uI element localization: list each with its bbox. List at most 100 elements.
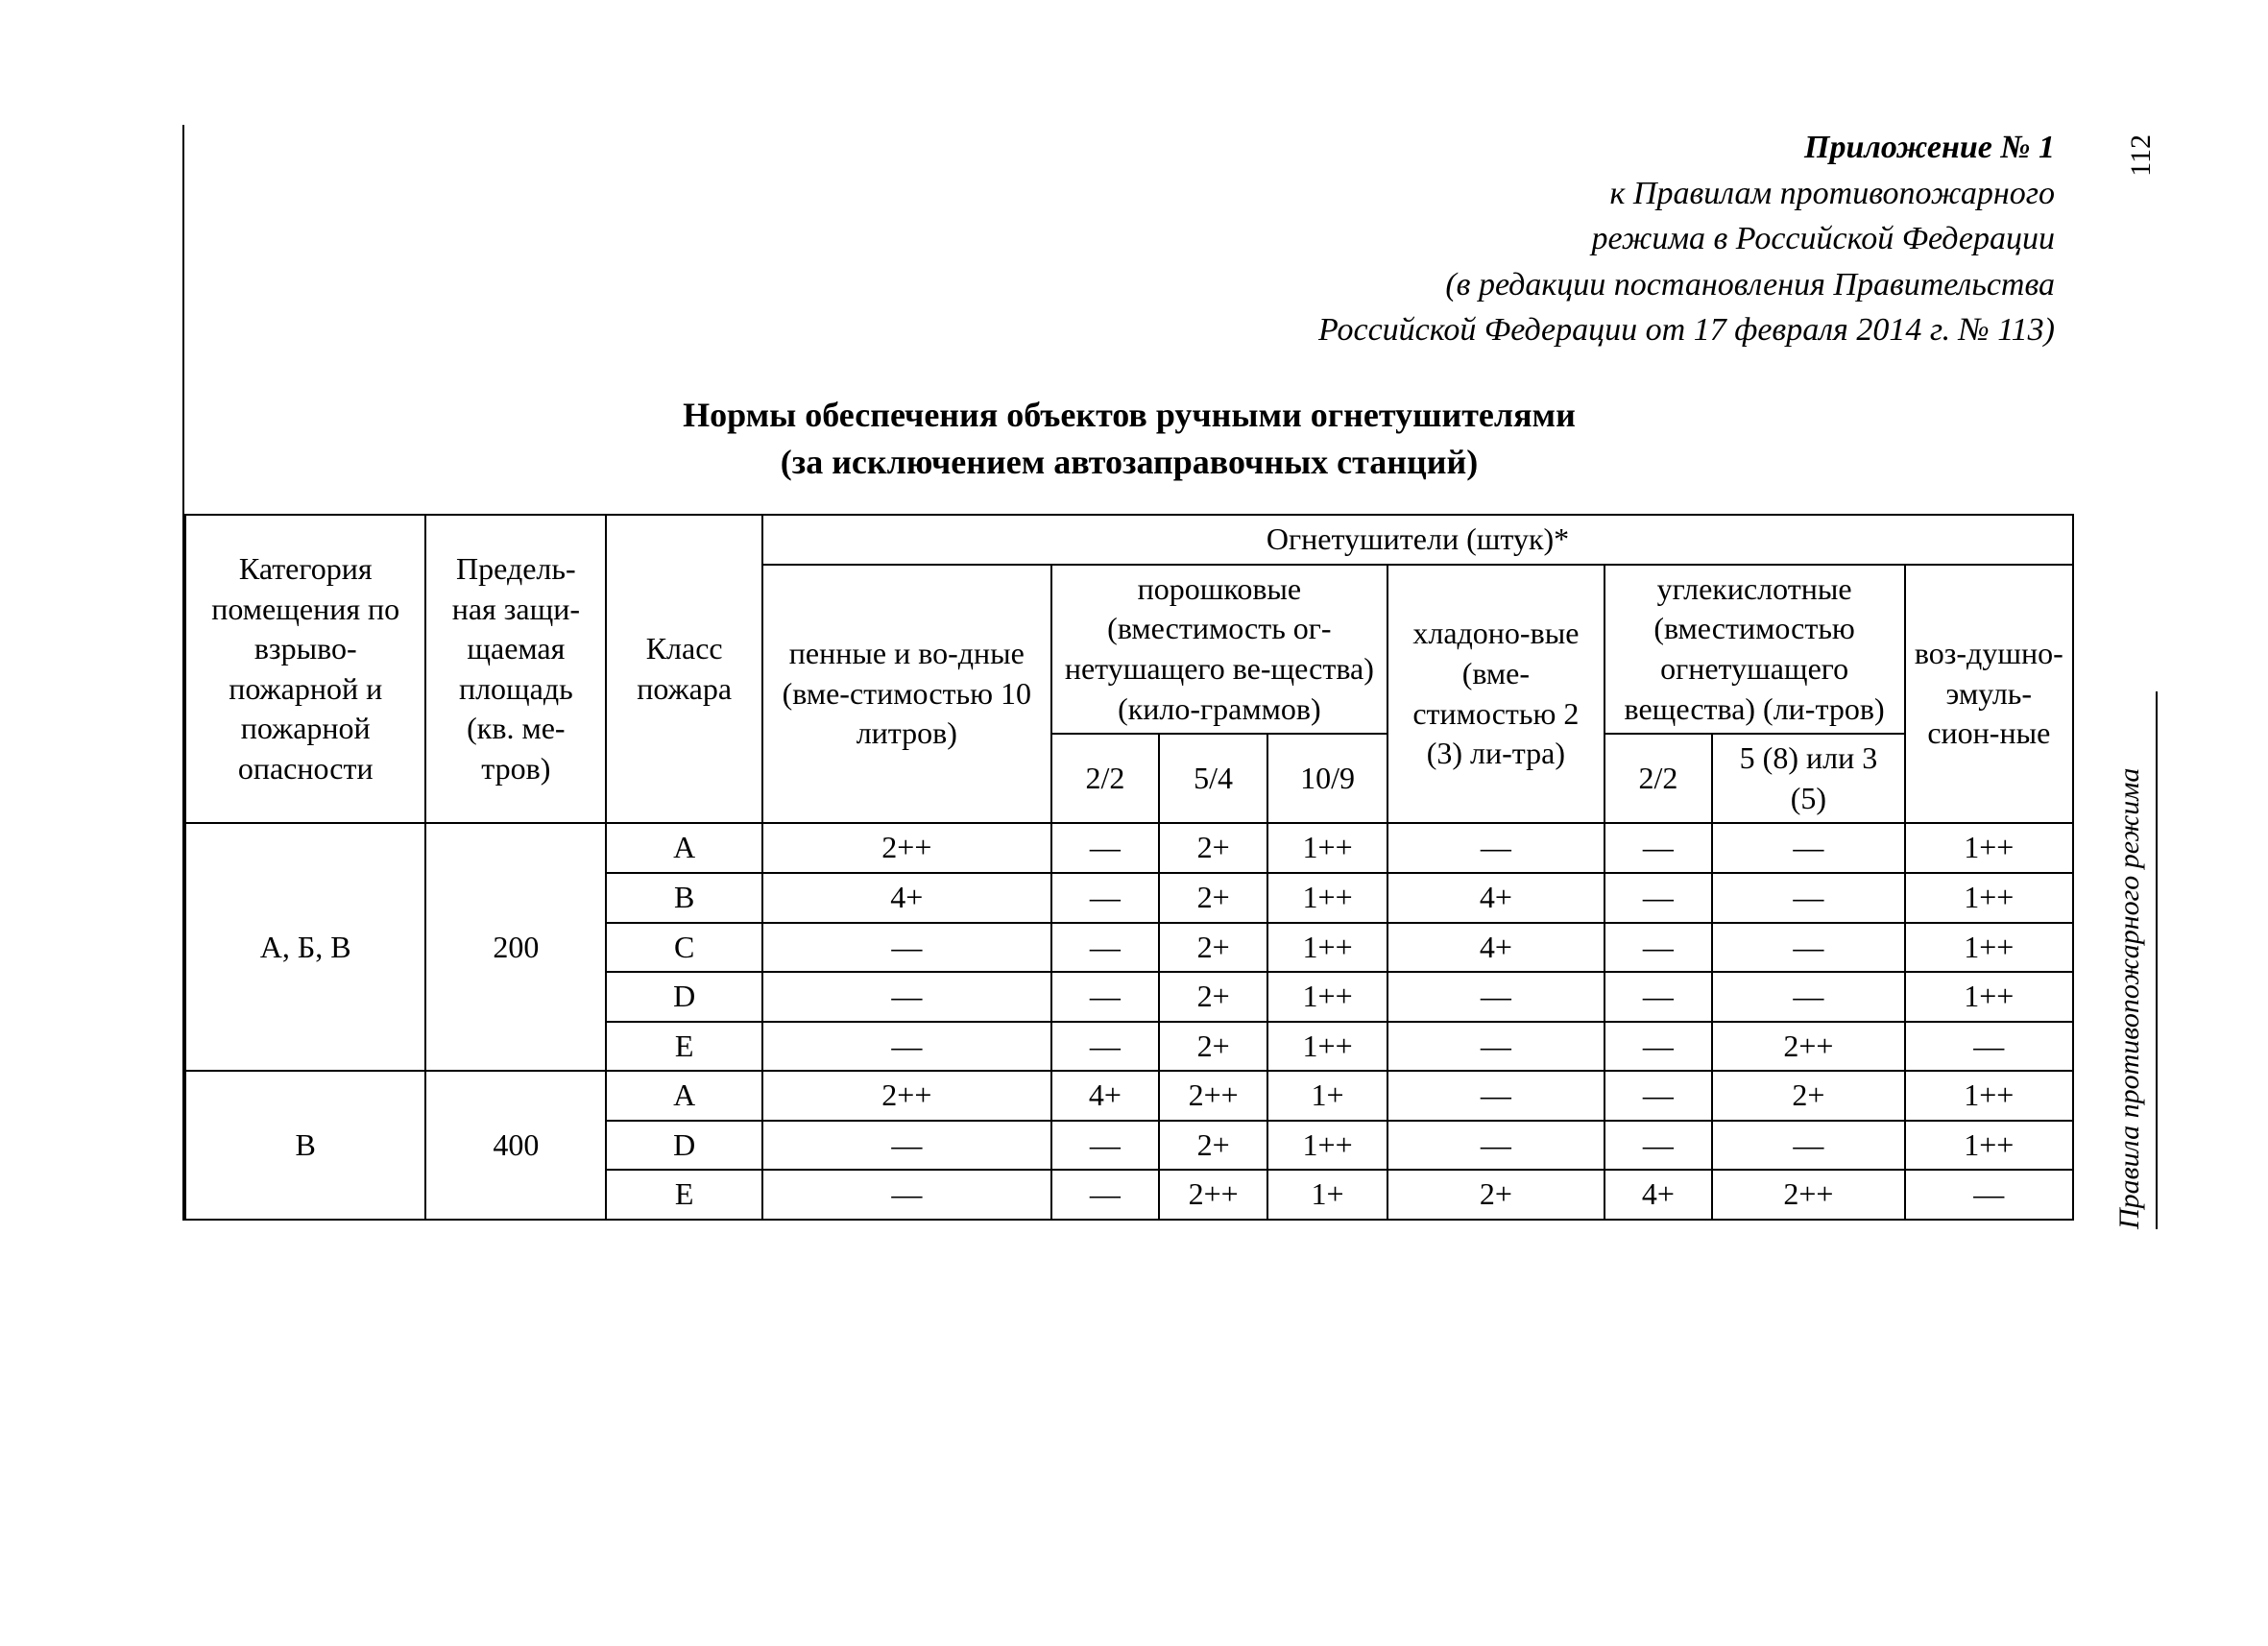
cell-c2: 2++ xyxy=(1712,1022,1904,1072)
cell-p2: 2+ xyxy=(1159,923,1267,973)
cell-p2: 2+ xyxy=(1159,873,1267,923)
cell-c2: — xyxy=(1712,1121,1904,1171)
title-line-1: Нормы обеспечения объектов ручными огнет… xyxy=(184,392,2074,439)
cell-c1: — xyxy=(1604,823,1713,873)
cell-class: C xyxy=(606,923,762,973)
cell-freon: — xyxy=(1387,1121,1604,1171)
cell-freon: — xyxy=(1387,972,1604,1022)
col-powder-5-4: 5/4 xyxy=(1159,734,1267,823)
col-category: Категория помещения по взрыво-пожарной и… xyxy=(185,515,425,823)
cell-class: E xyxy=(606,1170,762,1220)
cell-p1: — xyxy=(1051,923,1160,973)
main-title: Нормы обеспечения объектов ручными огнет… xyxy=(184,392,2074,485)
cell-foam: — xyxy=(762,1022,1051,1072)
cell-p2: 2+ xyxy=(1159,823,1267,873)
cell-foam: — xyxy=(762,972,1051,1022)
document-header: Приложение № 1 к Правилам противопожарно… xyxy=(184,125,2074,353)
cell-c1: — xyxy=(1604,1071,1713,1121)
cell-p1: — xyxy=(1051,1022,1160,1072)
cell-class: A xyxy=(606,823,762,873)
cell-p3: 1+ xyxy=(1267,1170,1387,1220)
cell-foam: — xyxy=(762,1121,1051,1171)
cell-area: 200 xyxy=(425,823,606,1071)
col-powder-10-9: 10/9 xyxy=(1267,734,1387,823)
cell-foam: 2++ xyxy=(762,1071,1051,1121)
cell-c1: — xyxy=(1604,1121,1713,1171)
cell-p3: 1++ xyxy=(1267,823,1387,873)
cell-p3: 1++ xyxy=(1267,923,1387,973)
col-powder: порошковые (вместимость ог-нетушащего ве… xyxy=(1051,565,1388,734)
cell-p1: — xyxy=(1051,823,1160,873)
col-powder-2-2: 2/2 xyxy=(1051,734,1160,823)
cell-c2: — xyxy=(1712,873,1904,923)
cell-p2: 2++ xyxy=(1159,1071,1267,1121)
cell-air: — xyxy=(1905,1022,2073,1072)
col-foam: пенные и во-дные (вме-стимостью 10 литро… xyxy=(762,565,1051,824)
header-line-2: режима в Российской Федерации xyxy=(184,216,2055,262)
cell-freon: 2+ xyxy=(1387,1170,1604,1220)
col-co2: углекислотные (вместимостью огнетушащего… xyxy=(1604,565,1905,734)
cell-freon: — xyxy=(1387,1022,1604,1072)
cell-category: А, Б, В xyxy=(185,823,425,1071)
cell-c1: — xyxy=(1604,873,1713,923)
title-line-2: (за исключением автозаправочных станций) xyxy=(184,439,2074,486)
cell-air: 1++ xyxy=(1905,1071,2073,1121)
cell-air: 1++ xyxy=(1905,972,2073,1022)
col-fire-class: Класс пожара xyxy=(606,515,762,823)
cell-c1: 4+ xyxy=(1604,1170,1713,1220)
cell-foam: 2++ xyxy=(762,823,1051,873)
page-number: 112 xyxy=(2125,134,2158,177)
cell-air: 1++ xyxy=(1905,823,2073,873)
table-row: А, Б, В 200 A 2++ — 2+ 1++ — — — 1++ xyxy=(185,823,2073,873)
cell-c2: 2+ xyxy=(1712,1071,1904,1121)
col-air-emul: воз-душно-эмуль-сион-ные xyxy=(1905,565,2073,824)
header-line-3: (в редакции постановления Правительства xyxy=(184,262,2055,308)
cell-p1: — xyxy=(1051,1121,1160,1171)
cell-freon: — xyxy=(1387,823,1604,873)
cell-area: 400 xyxy=(425,1071,606,1220)
col-co2-5-8: 5 (8) или 3 (5) xyxy=(1712,734,1904,823)
cell-c2: — xyxy=(1712,972,1904,1022)
cell-p3: 1+ xyxy=(1267,1071,1387,1121)
cell-p3: 1++ xyxy=(1267,972,1387,1022)
col-co2-2-2: 2/2 xyxy=(1604,734,1713,823)
cell-p2: 2+ xyxy=(1159,972,1267,1022)
cell-air: — xyxy=(1905,1170,2073,1220)
appendix-title: Приложение № 1 xyxy=(184,125,2055,171)
cell-p2: 2+ xyxy=(1159,1022,1267,1072)
cell-c1: — xyxy=(1604,1022,1713,1072)
cell-p2: 2++ xyxy=(1159,1170,1267,1220)
table-body: А, Б, В 200 A 2++ — 2+ 1++ — — — 1++ B 4… xyxy=(185,823,2073,1220)
cell-class: A xyxy=(606,1071,762,1121)
cell-class: B xyxy=(606,873,762,923)
cell-c1: — xyxy=(1604,923,1713,973)
cell-class: D xyxy=(606,1121,762,1171)
header-line-4: Российской Федерации от 17 февраля 2014 … xyxy=(184,307,2055,353)
cell-freon: 4+ xyxy=(1387,873,1604,923)
cell-foam: — xyxy=(762,1170,1051,1220)
cell-p1: — xyxy=(1051,873,1160,923)
cell-c1: — xyxy=(1604,972,1713,1022)
cell-p3: 1++ xyxy=(1267,1022,1387,1072)
header-line-1: к Правилам противопожарного xyxy=(184,171,2055,217)
col-area: Предель-ная защи-щаемая площадь (кв. ме-… xyxy=(425,515,606,823)
cell-freon: — xyxy=(1387,1071,1604,1121)
cell-p2: 2+ xyxy=(1159,1121,1267,1171)
cell-p3: 1++ xyxy=(1267,873,1387,923)
cell-c2: 2++ xyxy=(1712,1170,1904,1220)
table-row: В 400 A 2++ 4+ 2++ 1+ — — 2+ 1++ xyxy=(185,1071,2073,1121)
cell-foam: 4+ xyxy=(762,873,1051,923)
col-freon: хладоно-вые (вме-стимостью 2 (3) ли-тра) xyxy=(1387,565,1604,824)
cell-air: 1++ xyxy=(1905,923,2073,973)
extinguisher-norms-table: Категория помещения по взрыво-пожарной и… xyxy=(184,514,2074,1221)
cell-category: В xyxy=(185,1071,425,1220)
cell-class: D xyxy=(606,972,762,1022)
cell-air: 1++ xyxy=(1905,873,2073,923)
cell-air: 1++ xyxy=(1905,1121,2073,1171)
running-head-side: Правила противопожарного режима xyxy=(2113,691,2158,1229)
cell-c2: — xyxy=(1712,823,1904,873)
cell-c2: — xyxy=(1712,923,1904,973)
col-extinguishers: Огнетушители (штук)* xyxy=(762,515,2073,565)
cell-p1: 4+ xyxy=(1051,1071,1160,1121)
cell-p1: — xyxy=(1051,972,1160,1022)
